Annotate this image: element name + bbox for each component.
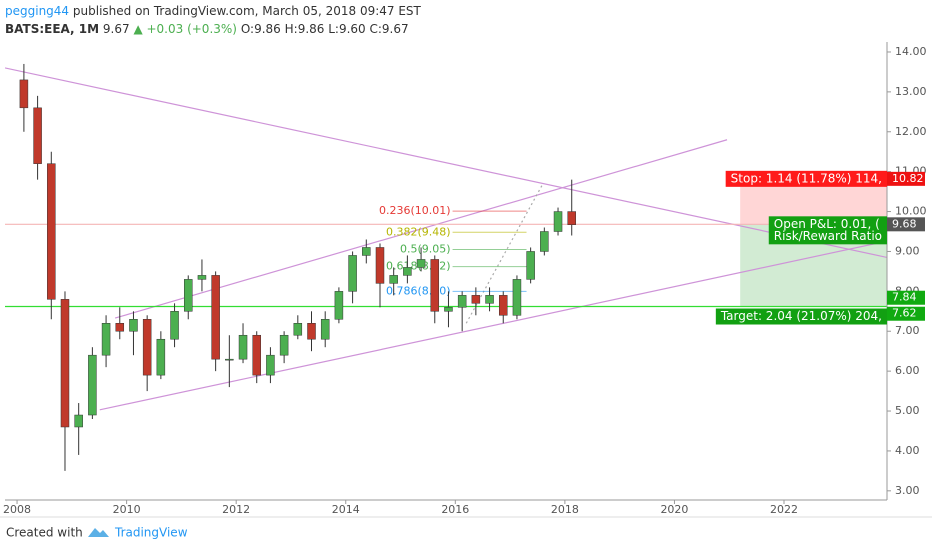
stop-label-text: Stop: 1.14 (11.78%) 114, (731, 171, 882, 185)
candle-body (403, 267, 412, 276)
candle-body (471, 295, 481, 304)
brand: TradingView (114, 526, 188, 540)
y-tick-label: 4.00 (895, 444, 920, 457)
fib-label: 0.382(9.48) (386, 225, 451, 238)
created-with: Created with (6, 526, 83, 540)
candle-body (197, 275, 207, 280)
candle-body (334, 291, 344, 320)
candle-body (183, 279, 193, 312)
price-tag (887, 306, 925, 321)
candle-body (457, 295, 467, 308)
price-tag (887, 171, 925, 186)
target-label-text: Target: 2.04 (21.07%) 204, (720, 309, 882, 323)
candle-body (375, 247, 385, 284)
tradingview-logo (88, 528, 109, 537)
candle-body (540, 231, 549, 252)
price-tag (887, 217, 925, 232)
candle-body (252, 334, 261, 376)
ohlc: O:9.86 H:9.86 L:9.60 C:9.67 (241, 22, 409, 36)
header-line: pegging44 published on TradingView.com, … (5, 4, 422, 18)
y-tick-label: 9.00 (895, 244, 920, 257)
candle-body (170, 311, 179, 340)
symbol: BATS:EEA, 1M (5, 22, 99, 36)
candle-body (512, 279, 522, 316)
y-tick-label: 13.00 (895, 85, 927, 98)
candle-body (320, 319, 330, 340)
x-tick-label: 2022 (770, 503, 798, 516)
fib-label: 0.786(8.00) (386, 284, 451, 297)
candle-body (348, 255, 357, 292)
y-tick-label: 12.00 (895, 125, 927, 138)
y-tick-label: 10.00 (895, 205, 927, 218)
x-tick-label: 2014 (332, 503, 360, 516)
candle-body (142, 319, 152, 376)
candle-body (211, 275, 220, 360)
published: published on TradingView.com, March 05, … (73, 4, 422, 18)
y-tick-label: 3.00 (895, 484, 920, 497)
candle-body (553, 211, 563, 232)
y-tick-label: 14.00 (895, 45, 927, 58)
author: pegging44 (5, 4, 69, 18)
target-label: Target: 2.04 (21.07%) 204, (715, 308, 887, 325)
candle-body (498, 295, 508, 316)
y-tick-label: 6.00 (895, 364, 920, 377)
candle-body (225, 358, 234, 361)
candle-body (389, 275, 398, 284)
candle-body (416, 259, 426, 268)
stop-label: Stop: 1.14 (11.78%) 114, (725, 170, 887, 187)
candle-body (567, 211, 576, 225)
x-tick-label: 2008 (3, 503, 31, 516)
price-tag-label: 10.82 (892, 172, 924, 185)
candle-body (526, 251, 535, 280)
price-tag-label: 7.84 (892, 291, 917, 304)
pnl-label-bg (768, 216, 887, 245)
pnl-label-text: Open P&L: 0.01, ( (774, 217, 880, 231)
candle-body (156, 338, 166, 376)
fib-label: 0.236(10.01) (379, 204, 451, 217)
x-tick-label: 2012 (222, 503, 250, 516)
y-tick-label: 5.00 (895, 404, 920, 417)
change: ▲ +0.03 (+0.3%) (133, 22, 237, 36)
trend-line (5, 67, 887, 259)
price-tag (887, 290, 925, 305)
y-tick-label: 7.00 (895, 324, 920, 337)
candle-body (74, 414, 83, 428)
candle-body (430, 259, 440, 312)
candle-body (485, 295, 494, 304)
candle-body (33, 107, 42, 164)
candle-body (293, 323, 303, 336)
x-tick-label: 2018 (551, 503, 579, 516)
candle-body (444, 307, 453, 312)
last: 9.67 (103, 22, 130, 36)
candle-body (47, 163, 56, 300)
price-tag-label: 9.68 (892, 217, 917, 230)
fib-label: 0.5(9.05) (400, 242, 451, 255)
candle-body (88, 354, 97, 416)
candle-body (362, 247, 371, 256)
candle-body (238, 334, 248, 360)
candle-body (101, 323, 111, 356)
candle-body (19, 79, 29, 109)
stop-label-bg (725, 170, 887, 187)
candle-body (279, 334, 289, 356)
pnl-label-text: Risk/Reward Ratio (774, 229, 882, 243)
price-tag-label: 7.62 (892, 307, 917, 320)
x-tick-label: 2010 (113, 503, 141, 516)
pnl-label: Open P&L: 0.01, (Risk/Reward Ratio (768, 216, 887, 245)
x-tick-label: 2020 (660, 503, 688, 516)
symbol-line: BATS:EEA, 1M 9.67 ▲ +0.03 (+0.3%) O:9.86… (5, 22, 409, 36)
trend-line (99, 240, 887, 411)
candle-body (266, 354, 275, 376)
candle-body (129, 319, 138, 332)
candle-body (307, 323, 316, 340)
target-label-bg (715, 308, 887, 325)
candle-body (60, 299, 70, 428)
x-tick-label: 2016 (441, 503, 469, 516)
candle-body (115, 323, 125, 332)
